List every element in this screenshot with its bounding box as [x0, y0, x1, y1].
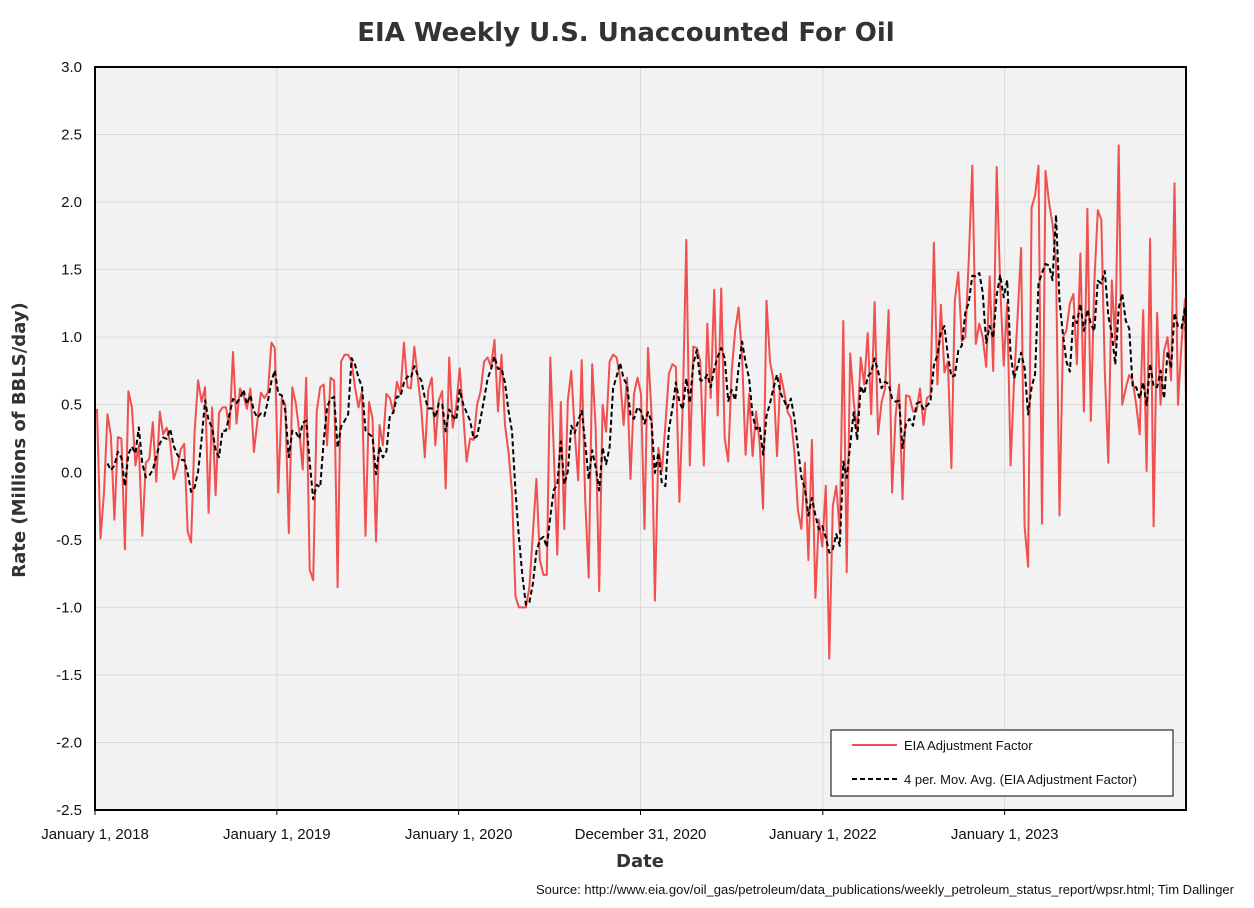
y-tick-label: 1.5: [61, 262, 82, 279]
legend-box: [830, 729, 1174, 797]
legend-label-eia-adjustment-factor: EIA Adjustment Factor: [904, 738, 1033, 753]
legend-label-moving-average: 4 per. Mov. Avg. (EIA Adjustment Factor): [904, 772, 1137, 787]
y-tick-label: -1.5: [56, 667, 82, 684]
legend: EIA Adjustment Factor 4 per. Mov. Avg. (…: [830, 729, 1174, 797]
x-tick-label: January 1, 2022: [769, 826, 877, 843]
x-axis-ticks: January 1, 2018 January 1, 2019 January 1,…: [41, 810, 1058, 843]
y-axis-label: Rate (Millions of BBLS/day): [9, 302, 30, 577]
y-tick-label: 1.0: [61, 329, 82, 346]
x-tick-label: January 1, 2020: [405, 826, 513, 843]
series-line-eia-adjustment-factor: [96, 144, 1186, 660]
x-tick-label: December 31, 2020: [575, 826, 707, 843]
y-tick-label: -0.5: [56, 532, 82, 549]
y-tick-label: 3.0: [61, 59, 82, 76]
y-tick-label: -2.0: [56, 734, 82, 751]
x-tick-label: January 1, 2023: [951, 826, 1059, 843]
y-tick-label: 2.5: [61, 127, 82, 144]
y-tick-label: -2.5: [56, 802, 82, 819]
y-tick-label: -1.0: [56, 599, 82, 616]
y-tick-label: 2.0: [61, 194, 82, 211]
source-note: Source: http://www.eia.gov/oil_gas/petro…: [536, 882, 1235, 897]
x-tick-label: January 1, 2019: [223, 826, 331, 843]
y-tick-label: 0.0: [61, 464, 82, 481]
plot-border: [94, 66, 1187, 811]
x-axis-label: Date: [616, 851, 664, 872]
x-tick-label: January 1, 2018: [41, 826, 149, 843]
chart-title: EIA Weekly U.S. Unaccounted For Oil: [357, 18, 894, 48]
series-line-moving-average: [106, 213, 1186, 606]
y-axis-ticks: 3.0 2.5 2.0 1.5 1.0 0.5 0.0 -0.5 -1.0 -1.5 -2.0 -2.…: [56, 59, 82, 819]
y-tick-label: 0.5: [61, 397, 82, 414]
